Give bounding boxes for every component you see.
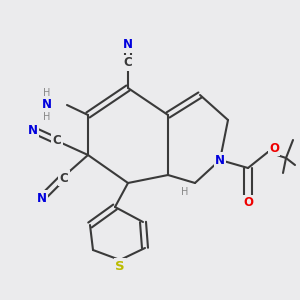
Text: H: H: [181, 187, 189, 197]
Text: C: C: [124, 56, 132, 70]
Text: O: O: [269, 142, 279, 154]
Text: N: N: [28, 124, 38, 136]
Text: N: N: [123, 38, 133, 52]
Text: C: C: [60, 172, 68, 184]
Text: N: N: [215, 154, 225, 166]
Text: H: H: [43, 112, 51, 122]
Text: H: H: [43, 88, 51, 98]
Text: O: O: [243, 196, 253, 209]
Text: C: C: [52, 134, 62, 146]
Text: N: N: [42, 98, 52, 112]
Text: S: S: [115, 260, 125, 272]
Text: N: N: [37, 191, 47, 205]
